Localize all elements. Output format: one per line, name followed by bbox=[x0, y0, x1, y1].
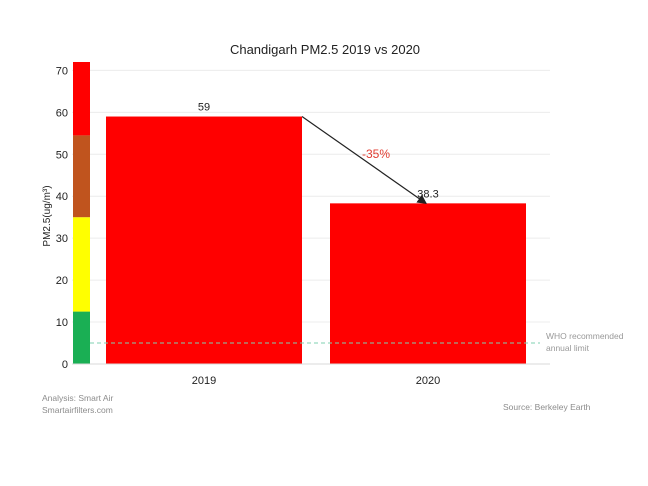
aqi-band bbox=[73, 311, 90, 364]
x-tick-label: 2020 bbox=[416, 375, 440, 387]
bar-value-label: 38.3 bbox=[417, 188, 438, 200]
change-percent-label: -35% bbox=[362, 147, 390, 161]
y-tick-label: 30 bbox=[56, 233, 68, 245]
aqi-band bbox=[73, 217, 90, 312]
bar-2019 bbox=[106, 116, 302, 365]
y-tick-label: 50 bbox=[56, 149, 68, 161]
aqi-color-bands bbox=[73, 62, 90, 364]
y-tick-label: 10 bbox=[56, 317, 68, 329]
analysis-credit-text: Analysis: Smart Air bbox=[42, 393, 114, 403]
y-tick-label: 20 bbox=[56, 275, 68, 287]
y-tick-label: 60 bbox=[56, 107, 68, 119]
y-tick-label: 70 bbox=[56, 65, 68, 77]
site-credit-text: Smartairfilters.com bbox=[42, 405, 113, 415]
y-tick-label: 0 bbox=[62, 359, 68, 371]
x-tick-label: 2019 bbox=[192, 375, 216, 387]
chart-title: Chandigarh PM2.5 2019 vs 2020 bbox=[230, 42, 420, 57]
y-tick-label: 40 bbox=[56, 191, 68, 203]
who-limit-label: WHO recommended bbox=[546, 331, 624, 341]
source-credit: Source: Berkeley Earth bbox=[503, 402, 591, 412]
annotations: 59 38.3 WHO recommended annual limit -35% bbox=[90, 102, 624, 353]
bar-2020 bbox=[330, 203, 526, 364]
aqi-band bbox=[73, 135, 90, 218]
bar-value-label: 59 bbox=[198, 102, 210, 114]
who-limit-label-line2: annual limit bbox=[546, 343, 590, 353]
y-axis-label: PM2.5(ug/m³) bbox=[42, 185, 53, 246]
axes: 0 10 20 30 40 50 60 70 2019 2020 bbox=[56, 65, 550, 387]
bars bbox=[106, 116, 526, 365]
analysis-credit: Analysis: Smart Air Smartairfilters.com bbox=[42, 392, 113, 416]
aqi-band bbox=[73, 62, 90, 136]
change-arrow bbox=[301, 116, 427, 205]
